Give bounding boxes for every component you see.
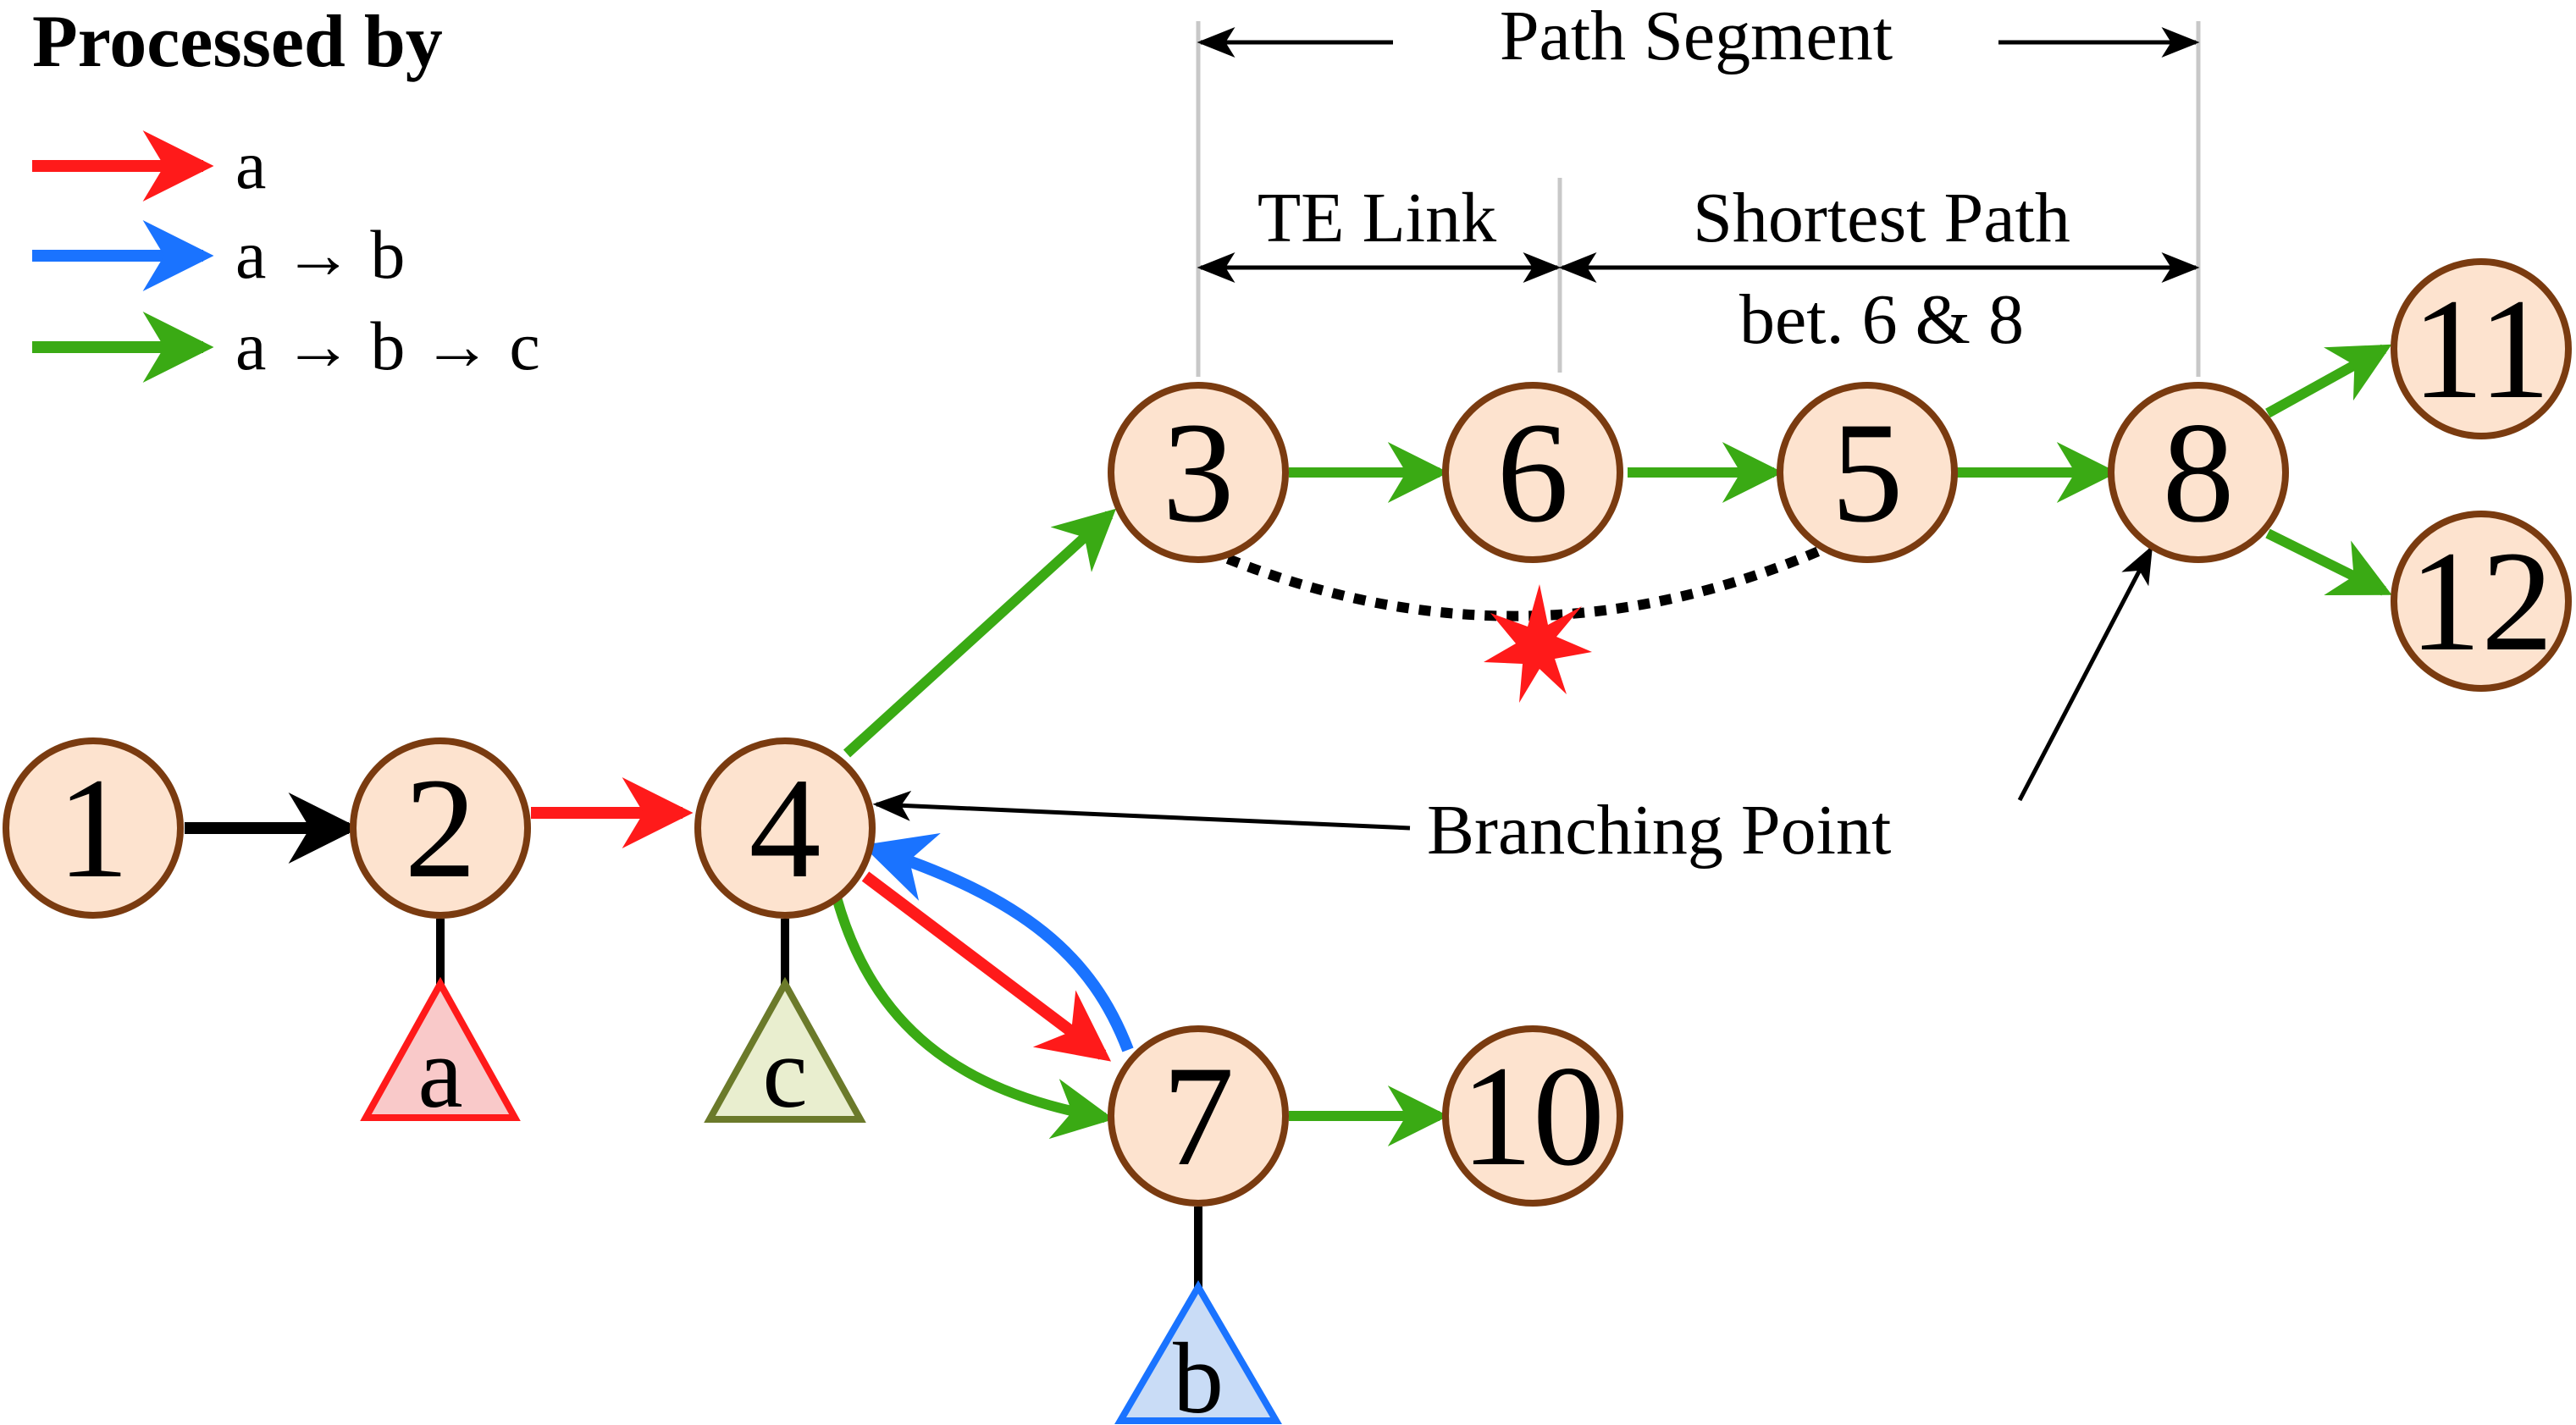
node-11: 11 [2391, 258, 2572, 439]
legend: Processed by a a → b a → b → c [32, 1, 540, 384]
legend-item-a-b: a → b [32, 216, 405, 293]
node-label-12: 12 [2409, 522, 2553, 681]
shortest-path-label-line1: Shortest Path [1693, 179, 2070, 257]
node-circle-10 [1442, 1025, 1623, 1207]
node-label-7: 7 [1163, 1036, 1235, 1196]
dotted-link-3-5 [1225, 545, 1823, 621]
path-segment-label: Path Segment [1500, 0, 1893, 75]
edge-8-11 [2265, 344, 2392, 418]
node-label-3: 3 [1163, 393, 1235, 552]
node-7: 7 [1108, 1025, 1289, 1207]
node-1: 1 [3, 737, 184, 919]
te-link-label: TE Link [1258, 179, 1496, 257]
legend-label-a-b-c: a → b → c [235, 307, 540, 384]
te-link-annotation: TE Link [1197, 179, 1562, 283]
node-label-1: 1 [58, 748, 130, 908]
shortest-path-annotation: Shortest Path bet. 6 & 8 [1558, 179, 2200, 359]
node-label-11: 11 [2412, 269, 2551, 428]
node-circle-8 [2108, 382, 2289, 563]
node-label-10: 10 [1461, 1036, 1605, 1196]
node-4: 4 [694, 737, 876, 919]
node-label-6: 6 [1497, 393, 1569, 552]
shortest-path-label-line2: bet. 6 & 8 [1739, 280, 2024, 359]
path-segment-annotation: Path Segment [1196, 0, 2201, 377]
node-label-5: 5 [1832, 393, 1904, 552]
legend-title: Processed by [32, 1, 443, 83]
node-label-2: 2 [405, 748, 477, 908]
node-3: 3 [1108, 382, 1289, 563]
node-label-4: 4 [749, 748, 821, 908]
node-8: 8 [2108, 382, 2289, 563]
node-circle-6 [1442, 382, 1623, 563]
node-circle-2 [350, 737, 531, 919]
legend-item-a: a [32, 126, 266, 203]
node-circle-7 [1108, 1025, 1289, 1207]
node-2: 2 [350, 737, 531, 919]
client-triangle-c [704, 976, 866, 1123]
branching-point-label: Branching Point [1427, 791, 1891, 870]
node-label-8: 8 [2163, 393, 2235, 552]
node-circle-5 [1777, 382, 1958, 563]
node-6: 6 [1442, 382, 1623, 563]
edge-8-12 [2265, 528, 2392, 596]
node-circle-3 [1108, 382, 1289, 563]
node-circle-12 [2391, 511, 2572, 692]
client-label-c: c [762, 1016, 807, 1129]
node-12: 12 [2391, 511, 2572, 692]
branching-point-annotation: Branching Point [872, 545, 2153, 870]
node-circle-4 [694, 737, 876, 919]
client-label-b: b [1173, 1322, 1224, 1425]
client-triangle-b [1114, 1280, 1282, 1424]
edge-4-7-red [861, 871, 1112, 1062]
legend-label-a-b: a → b [235, 216, 405, 293]
branching-point-arrow-to-4 [872, 790, 1411, 831]
failed-link [1225, 545, 1823, 703]
client-b: b [1114, 1280, 1282, 1425]
legend-item-a-b-c: a → b → c [32, 307, 540, 384]
edge-4-7-green [832, 896, 1114, 1140]
branching-point-arrow-to-8 [2017, 545, 2153, 802]
client-label-a: a [417, 1016, 462, 1129]
node-10: 10 [1442, 1025, 1623, 1207]
client-c: c [704, 976, 866, 1129]
node-5: 5 [1777, 382, 1958, 563]
edges [185, 344, 2392, 1146]
edge-7-4-blue [862, 832, 1134, 1052]
client-a: a [360, 976, 521, 1129]
failure-star-icon [1484, 584, 1592, 703]
node-circle-11 [2391, 258, 2572, 439]
node-circle-1 [3, 737, 184, 919]
legend-label-a: a [235, 126, 266, 203]
edge-4-3 [843, 508, 1116, 758]
client-triangle-a [360, 976, 521, 1121]
